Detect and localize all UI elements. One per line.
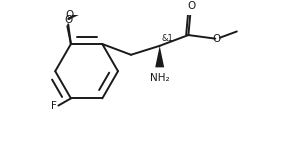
Text: O: O — [187, 1, 195, 11]
Text: F: F — [51, 101, 56, 111]
Text: O: O — [64, 15, 72, 25]
Text: NH₂: NH₂ — [150, 73, 170, 83]
Text: &1: &1 — [162, 34, 173, 43]
Text: O: O — [212, 34, 220, 44]
Polygon shape — [155, 46, 164, 67]
Text: O: O — [65, 10, 73, 20]
